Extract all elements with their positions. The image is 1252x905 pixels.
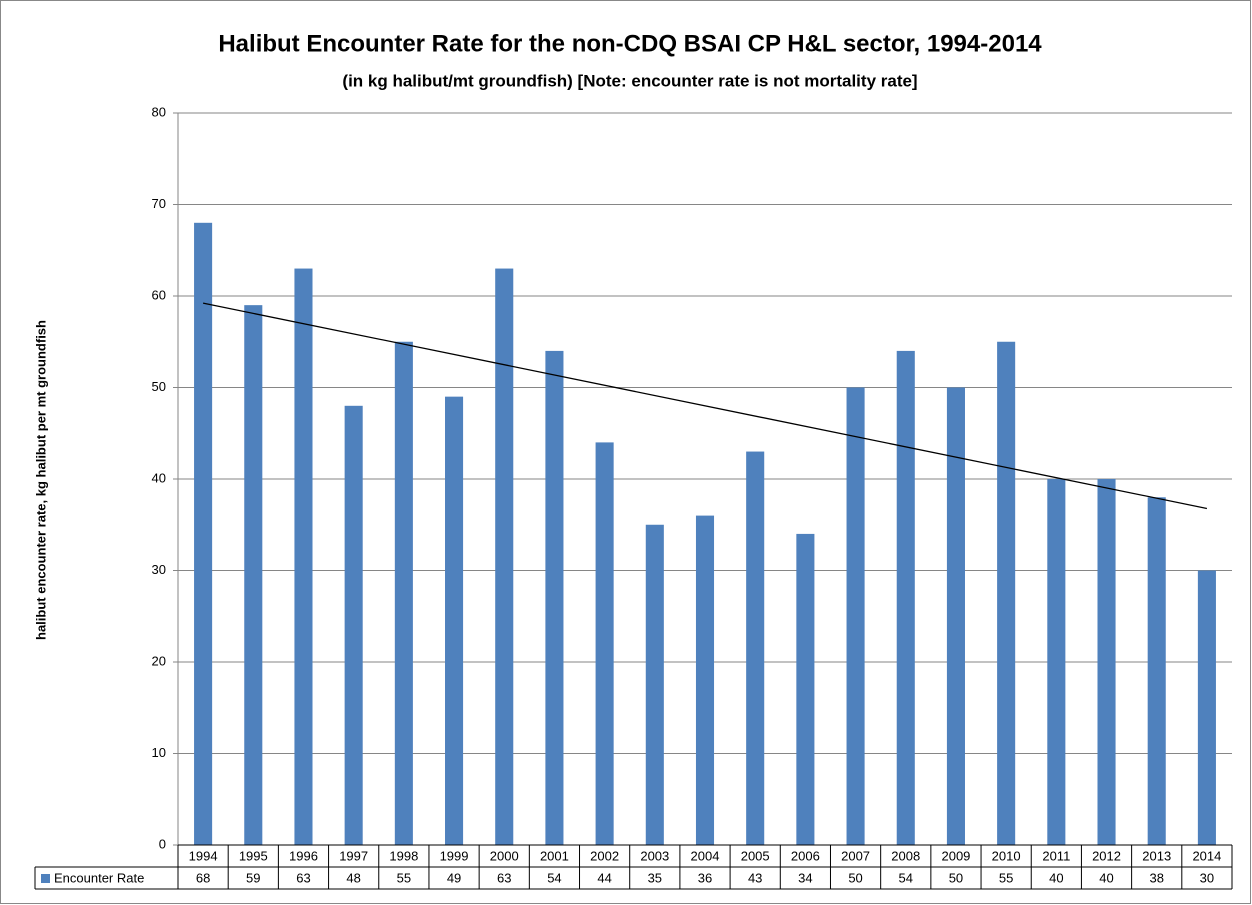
- bar: [194, 222, 213, 846]
- x-tick-label: 2000: [490, 848, 519, 863]
- table-value: 44: [597, 870, 611, 885]
- table-value: 63: [296, 870, 310, 885]
- table-value: 49: [447, 870, 461, 885]
- bar: [695, 515, 715, 845]
- y-tick-label: 70: [152, 196, 166, 211]
- x-tick-label: 2013: [1142, 848, 1171, 863]
- table-value: 68: [196, 870, 210, 885]
- bar: [746, 451, 765, 845]
- bar: [846, 387, 865, 845]
- table-value: 38: [1149, 870, 1163, 885]
- bar: [1097, 479, 1116, 845]
- bar: [344, 405, 363, 845]
- x-tick-label: 2014: [1192, 848, 1221, 863]
- table-value: 30: [1200, 870, 1214, 885]
- chart-subtitle: (in kg halibut/mt groundfish) [Note: enc…: [342, 71, 917, 90]
- x-tick-label: 2010: [992, 848, 1021, 863]
- x-tick-label: 2005: [741, 848, 770, 863]
- y-tick-label: 20: [152, 653, 166, 668]
- y-tick-label: 50: [152, 379, 166, 394]
- table-value: 36: [698, 870, 712, 885]
- y-tick-label: 40: [152, 470, 166, 485]
- bar: [394, 341, 413, 845]
- bar: [294, 268, 313, 845]
- y-tick-label: 10: [152, 745, 166, 760]
- x-tick-label: 2002: [590, 848, 619, 863]
- table-value: 35: [648, 870, 662, 885]
- x-tick-label: 2011: [1042, 848, 1070, 863]
- y-tick-label: 30: [152, 562, 166, 577]
- table-value: 55: [397, 870, 411, 885]
- x-tick-label: 1999: [440, 848, 469, 863]
- x-tick-label: 2001: [540, 848, 569, 863]
- x-tick-label: 1995: [239, 848, 268, 863]
- bar: [997, 341, 1016, 845]
- legend-swatch: [41, 874, 50, 883]
- x-tick-label: 1998: [389, 848, 418, 863]
- table-value: 50: [848, 870, 862, 885]
- table-value: 63: [497, 870, 511, 885]
- bar: [445, 396, 464, 845]
- table-value: 55: [999, 870, 1013, 885]
- table-value: 34: [798, 870, 812, 885]
- legend-label: Encounter Rate: [54, 870, 144, 885]
- table-value: 54: [899, 870, 913, 885]
- bar: [1197, 570, 1216, 845]
- y-axis-label: halibut encounter rate, kg halibut per m…: [33, 320, 48, 640]
- y-tick-label: 0: [159, 836, 166, 851]
- y-tick-label: 80: [152, 104, 166, 119]
- x-tick-label: 2009: [941, 848, 970, 863]
- table-value: 54: [547, 870, 561, 885]
- x-tick-label: 1997: [339, 848, 368, 863]
- table-value: 48: [346, 870, 360, 885]
- table-value: 40: [1049, 870, 1063, 885]
- bar: [946, 387, 965, 845]
- table-value: 43: [748, 870, 762, 885]
- bar: [495, 268, 514, 845]
- chart-title: Halibut Encounter Rate for the non-CDQ B…: [218, 30, 1042, 57]
- table-value: 59: [246, 870, 260, 885]
- x-tick-label: 2006: [791, 848, 820, 863]
- x-tick-label: 2008: [891, 848, 920, 863]
- x-tick-label: 2003: [640, 848, 669, 863]
- bar: [1147, 497, 1166, 845]
- table-value: 40: [1099, 870, 1113, 885]
- x-tick-label: 2012: [1092, 848, 1121, 863]
- bar: [796, 533, 815, 845]
- x-tick-label: 1994: [189, 848, 218, 863]
- x-tick-label: 1996: [289, 848, 318, 863]
- x-tick-label: 2004: [691, 848, 720, 863]
- bar: [645, 524, 664, 845]
- bar: [1047, 479, 1066, 845]
- y-tick-label: 60: [152, 287, 166, 302]
- bar: [545, 350, 564, 845]
- bar: [595, 442, 614, 845]
- table-value: 50: [949, 870, 963, 885]
- x-tick-label: 2007: [841, 848, 870, 863]
- bar: [244, 305, 263, 845]
- bar: [896, 350, 915, 845]
- trendline: [202, 302, 1208, 510]
